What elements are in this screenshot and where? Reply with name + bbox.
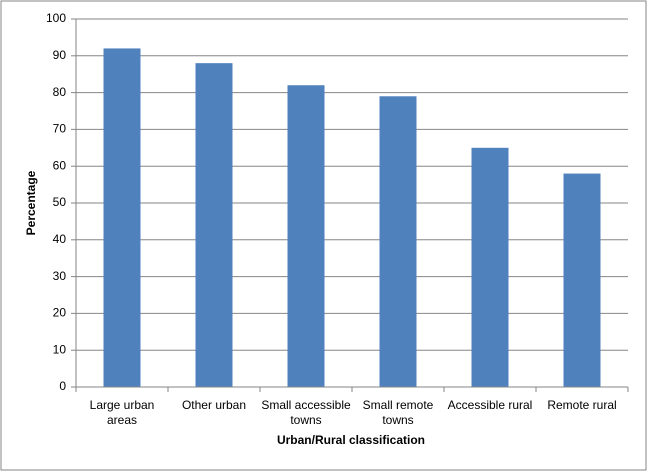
x-tick-label: Other urban bbox=[181, 398, 247, 412]
y-tick-label: 70 bbox=[53, 122, 67, 136]
x-axis-title: Urban/Rural classification bbox=[277, 433, 425, 447]
y-tick-label: 80 bbox=[53, 85, 67, 99]
bar bbox=[563, 173, 601, 387]
x-tick-label: Accessible rural bbox=[447, 398, 533, 412]
y-tick-label: 90 bbox=[53, 48, 67, 62]
y-tick-label: 60 bbox=[53, 158, 67, 172]
bar bbox=[195, 63, 233, 387]
y-tick-label: 50 bbox=[53, 195, 67, 209]
bar bbox=[471, 147, 509, 387]
x-tick-label: Remote rural bbox=[547, 398, 617, 412]
y-axis-title: Percentage bbox=[24, 170, 38, 235]
y-tick-label: 10 bbox=[53, 342, 67, 356]
bar bbox=[287, 85, 325, 388]
y-tick-label: 20 bbox=[53, 306, 67, 320]
bar bbox=[379, 96, 417, 387]
y-tick-label: 40 bbox=[53, 232, 67, 246]
x-tick-label: Large urban areas bbox=[89, 398, 155, 427]
y-tick-label: 100 bbox=[46, 11, 66, 25]
y-tick-label: 30 bbox=[53, 269, 67, 283]
x-tick-label: Small remote towns bbox=[362, 398, 434, 427]
x-tick-label: Small accessible towns bbox=[261, 398, 351, 427]
y-tick-label: 0 bbox=[59, 379, 66, 393]
bar bbox=[103, 48, 141, 387]
